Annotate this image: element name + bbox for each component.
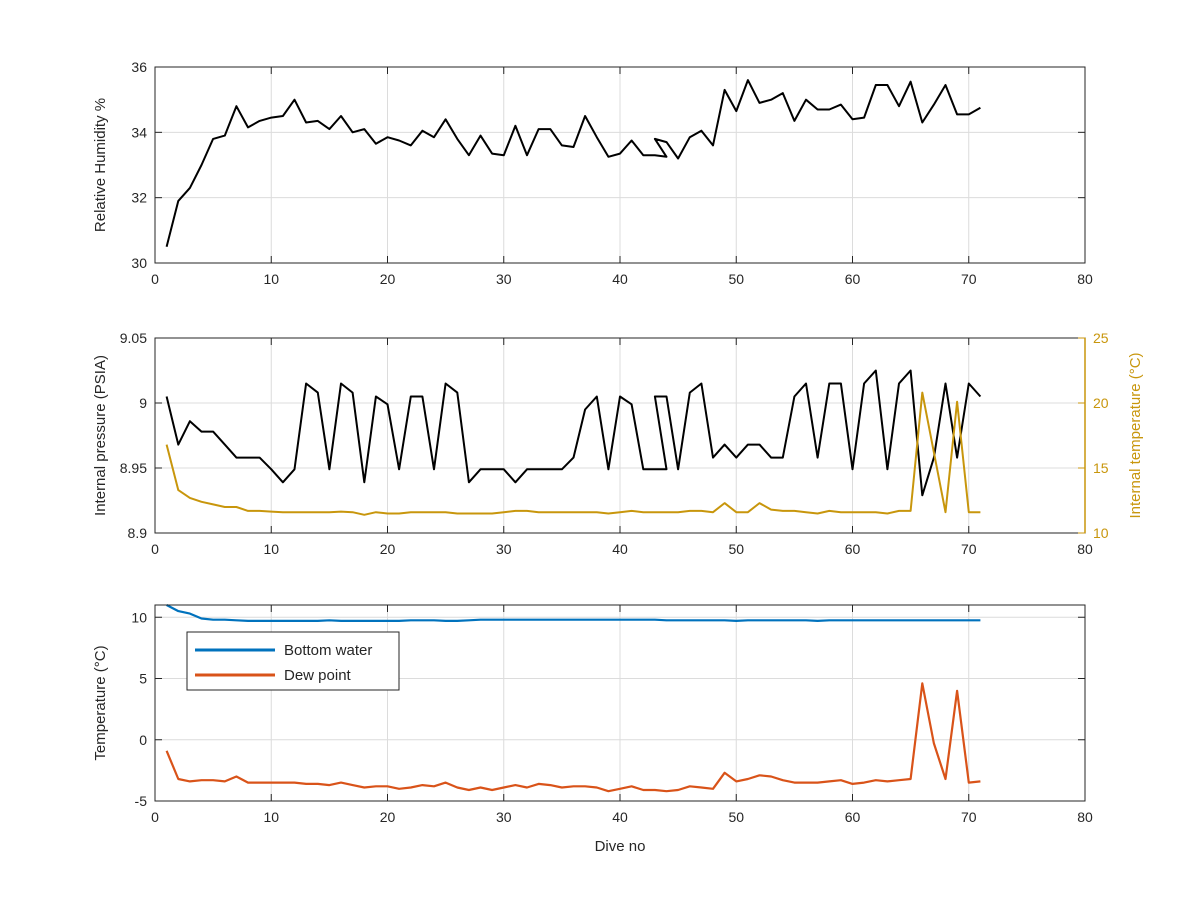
temperature-x-tick-label: 60 bbox=[845, 809, 861, 825]
pressure-x-tick-label: 0 bbox=[151, 541, 159, 557]
pressure-series-line-0 bbox=[165, 369, 982, 497]
pressure-subplot: 0 10 20 30 40 50 60 70 80 8.9 8.95 9 9.05 10 15 20 25 Int… bbox=[92, 330, 1144, 557]
temperature-x-tick-label: 40 bbox=[612, 809, 628, 825]
pressure-y2-tick-label: 20 bbox=[1093, 395, 1109, 411]
pressure-x-tick-label: 10 bbox=[263, 541, 279, 557]
temperature-series-line-1 bbox=[165, 682, 981, 793]
temperature-y-tick-label: -5 bbox=[135, 793, 148, 809]
humidity-x-tick-label: 40 bbox=[612, 271, 628, 287]
humidity-subplot: 0 10 20 30 40 50 60 70 80 30 32 34 36 Relative Humidi… bbox=[92, 59, 1093, 287]
pressure-y-tick-label: 8.95 bbox=[120, 460, 147, 476]
pressure-x-tick-label: 20 bbox=[380, 541, 396, 557]
humidity-y-tick-label: 30 bbox=[131, 255, 147, 271]
humidity-x-tick-label: 20 bbox=[380, 271, 396, 287]
humidity-y-tick-label: 32 bbox=[131, 190, 147, 206]
pressure-y2-tick-label: 25 bbox=[1093, 330, 1109, 346]
pressure-y2-axis-label: Internal temperature (°C) bbox=[1127, 352, 1144, 518]
pressure-y-tick-label: 9.05 bbox=[120, 330, 147, 346]
pressure-x-tick-label: 60 bbox=[845, 541, 861, 557]
humidity-x-tick-label: 70 bbox=[961, 271, 977, 287]
pressure-y-axis-label: Internal pressure (PSIA) bbox=[92, 355, 109, 516]
temperature-x-tick-label: 10 bbox=[263, 809, 279, 825]
legend-box bbox=[186, 631, 400, 691]
pressure-x-tick-label: 70 bbox=[961, 541, 977, 557]
pressure-x-tick-label: 80 bbox=[1077, 541, 1093, 557]
temperature-y-tick-label: 10 bbox=[131, 609, 147, 625]
humidity-x-tick-label: 60 bbox=[845, 271, 861, 287]
pressure-x-tick-label: 30 bbox=[496, 541, 512, 557]
temperature-x-tick-label: 20 bbox=[380, 809, 396, 825]
pressure-y2-tick-label: 15 bbox=[1093, 460, 1109, 476]
temperature-x-tick-label: 70 bbox=[961, 809, 977, 825]
temperature-x-tick-label: 80 bbox=[1077, 809, 1093, 825]
humidity-x-tick-label: 80 bbox=[1077, 271, 1093, 287]
humidity-x-tick-label: 10 bbox=[263, 271, 279, 287]
legend-label-0: Bottom water bbox=[284, 642, 372, 659]
pressure-y-tick-label: 9 bbox=[139, 395, 147, 411]
humidity-y-tick-label: 36 bbox=[131, 59, 147, 75]
temperature-y-tick-label: 5 bbox=[139, 671, 147, 687]
humidity-x-tick-label: 30 bbox=[496, 271, 512, 287]
pressure-y2-tick-label: 10 bbox=[1093, 525, 1109, 541]
pressure-x-tick-label: 40 bbox=[612, 541, 628, 557]
temperature-y-tick-label: 0 bbox=[139, 732, 147, 748]
pressure-y-tick-label: 8.9 bbox=[128, 525, 148, 541]
pressure-x-tick-label: 50 bbox=[728, 541, 744, 557]
temperature-x-tick-label: 0 bbox=[151, 809, 159, 825]
humidity-series-line-0 bbox=[165, 79, 981, 247]
humidity-x-tick-label: 50 bbox=[728, 271, 744, 287]
temperature-legend: Bottom water Dew point bbox=[186, 631, 400, 691]
pressure-series-line-1 bbox=[165, 391, 981, 516]
humidity-y-tick-label: 34 bbox=[131, 124, 147, 140]
legend-label-1: Dew point bbox=[284, 667, 352, 684]
temperature-x-axis-label: Dive no bbox=[595, 838, 646, 855]
temperature-x-tick-label: 50 bbox=[728, 809, 744, 825]
humidity-y-axis-label: Relative Humidity % bbox=[92, 98, 109, 232]
temperature-y-axis-label: Temperature (°C) bbox=[92, 645, 109, 760]
temperature-x-tick-label: 30 bbox=[496, 809, 512, 825]
temperature-series-line-0 bbox=[166, 604, 981, 623]
humidity-x-tick-label: 0 bbox=[151, 271, 159, 287]
